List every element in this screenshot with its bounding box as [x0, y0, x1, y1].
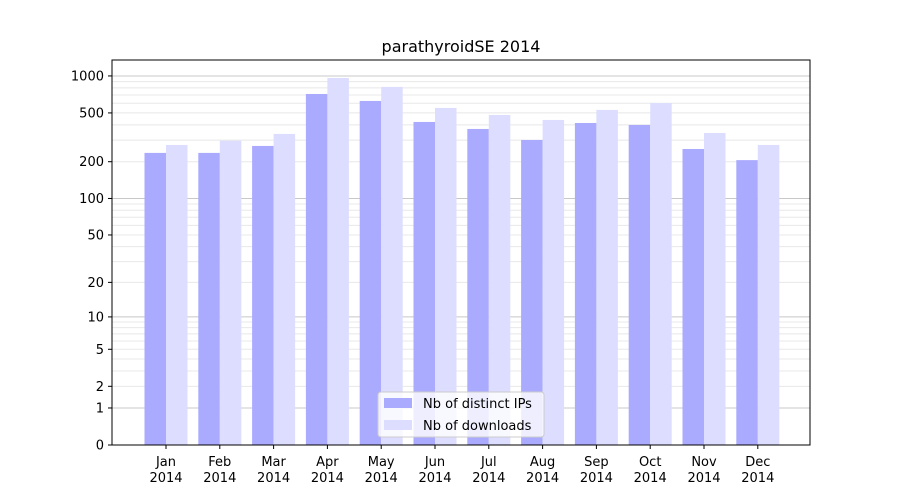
y-tick-label: 0 — [96, 439, 104, 454]
x-tick-label: Dec 2014 — [741, 455, 774, 486]
y-tick-label: 10 — [87, 310, 104, 325]
x-tick-label: Jun 2014 — [418, 455, 451, 486]
x-tick-label: Sep 2014 — [580, 455, 613, 486]
bar-downloads — [488, 114, 511, 445]
y-tick-label: 500 — [79, 106, 104, 121]
y-tick-label: 20 — [87, 276, 104, 291]
y-tick-label: 1000 — [71, 69, 104, 84]
bar-distinct-ips — [467, 128, 489, 445]
y-tick-label: 1 — [96, 401, 104, 416]
bar-distinct-ips — [736, 160, 758, 445]
x-tick-label: Feb 2014 — [203, 455, 236, 486]
bar-distinct-ips — [359, 100, 382, 445]
bar-downloads — [381, 86, 403, 445]
legend-box — [377, 391, 545, 438]
y-tick-label: 5 — [96, 343, 104, 358]
bar-downloads — [704, 133, 726, 446]
y-tick-label: 50 — [87, 228, 104, 243]
bar-distinct-ips — [144, 152, 166, 446]
bar-distinct-ips — [252, 145, 274, 445]
bar-downloads — [435, 107, 457, 445]
bar-distinct-ips — [413, 121, 435, 445]
x-tick-label: May 2014 — [365, 455, 398, 486]
bar-distinct-ips — [574, 122, 597, 445]
x-tick-label: Oct 2014 — [634, 455, 667, 486]
x-tick-label: Jul 2014 — [472, 455, 505, 486]
bar-downloads — [596, 109, 618, 446]
legend: Nb of distinct IPs Nb of downloads — [377, 391, 545, 438]
x-axis: Jan 2014 Feb 2014 Mar 2014 Apr 2014 May 2014 Jun 20… — [149, 445, 774, 486]
bar-distinct-ips — [628, 124, 651, 445]
bar-downloads — [327, 77, 349, 445]
x-tick-label: Jan 2014 — [149, 455, 182, 486]
bar-downloads — [757, 144, 780, 445]
bar-distinct-ips — [305, 93, 328, 445]
x-tick-label: Mar 2014 — [257, 455, 290, 486]
x-tick-label: Nov 2014 — [687, 455, 720, 486]
bar-downloads — [542, 119, 565, 445]
chart-title: parathyroidSE 2014 — [382, 37, 541, 56]
y-tick-label: 200 — [79, 155, 104, 170]
legend-swatch-ips — [384, 398, 412, 408]
bar-downloads — [650, 103, 672, 446]
y-tick-label: 2 — [96, 380, 104, 395]
x-tick-label: Aug 2014 — [526, 455, 559, 486]
legend-label-downloads: Nb of downloads — [423, 419, 532, 434]
x-tick-label: Apr 2014 — [311, 455, 344, 486]
bar-distinct-ips — [198, 152, 220, 446]
bar-distinct-ips — [521, 139, 543, 445]
bar-downloads — [166, 144, 188, 445]
axes-frame — [111, 59, 811, 446]
bar-distinct-ips — [682, 148, 704, 446]
bars — [144, 77, 780, 446]
bar-downloads — [273, 133, 296, 446]
legend-swatch-downloads — [384, 420, 412, 430]
y-tick-label: 100 — [79, 192, 104, 207]
y-axis: 0 1 2 5 10 20 50 100 200 500 1000 — [71, 69, 112, 454]
bar-downloads — [219, 140, 242, 446]
legend-label-ips: Nb of distinct IPs — [423, 397, 532, 412]
